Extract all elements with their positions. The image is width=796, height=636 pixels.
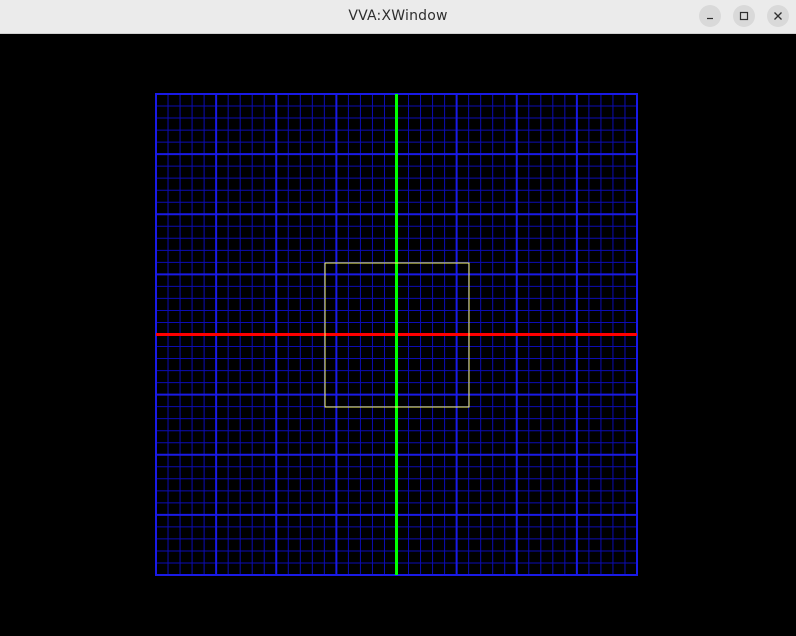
close-icon [774,12,782,20]
render-canvas[interactable] [0,34,796,636]
minimize-button[interactable] [699,5,721,27]
minimize-icon [707,17,713,20]
maximize-icon [739,11,749,21]
close-button[interactable] [767,5,789,27]
maximize-button[interactable] [733,5,755,27]
scene-view [0,34,796,636]
title-bar[interactable]: VVA:XWindow [0,0,796,34]
viewport-box [324,262,470,408]
window-title: VVA:XWindow [348,8,448,24]
